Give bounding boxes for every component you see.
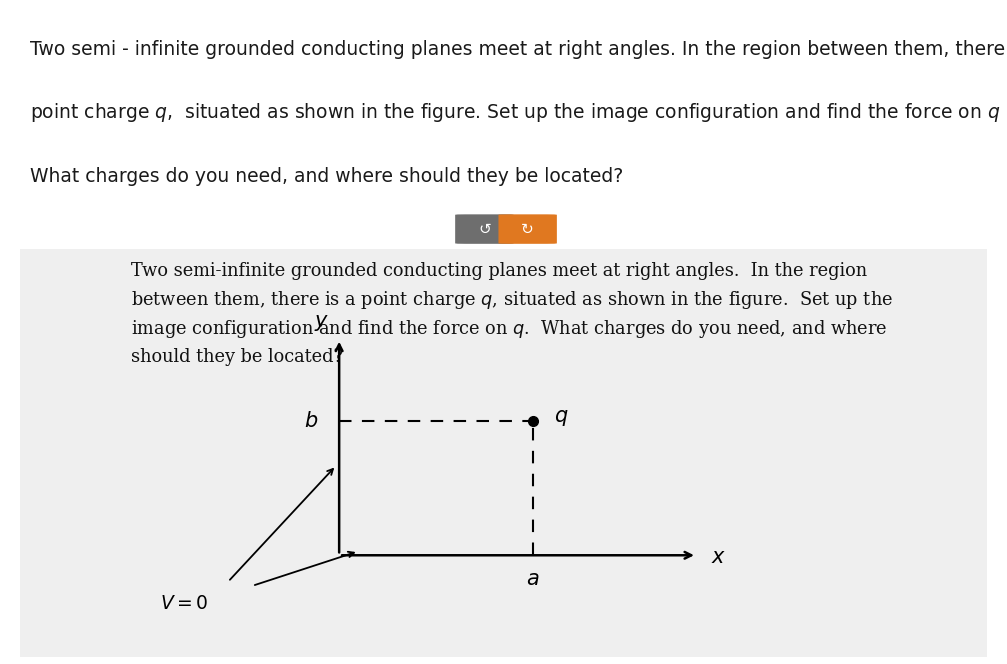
Text: Two semi - infinite grounded conducting planes meet at right angles. In the regi: Two semi - infinite grounded conducting …	[30, 40, 1007, 58]
FancyBboxPatch shape	[455, 214, 514, 244]
Text: ↻: ↻	[522, 222, 534, 236]
Text: Two semi-infinite grounded conducting planes meet at right angles.  In the regio: Two semi-infinite grounded conducting pl…	[131, 262, 867, 280]
Text: What charges do you need, and where should they be located?: What charges do you need, and where shou…	[30, 167, 623, 186]
Text: $b$: $b$	[304, 410, 318, 430]
Text: image configuration and find the force on $q$.  What charges do you need, and wh: image configuration and find the force o…	[131, 317, 888, 339]
Text: $q$: $q$	[554, 408, 568, 428]
Text: should they be located?: should they be located?	[131, 348, 343, 367]
Text: $y$: $y$	[314, 313, 329, 333]
FancyBboxPatch shape	[498, 214, 557, 244]
Text: $x$: $x$	[711, 548, 726, 567]
Text: $V = 0$: $V = 0$	[160, 595, 208, 614]
FancyBboxPatch shape	[15, 247, 992, 659]
Text: ↺: ↺	[478, 222, 490, 236]
Text: between them, there is a point charge $q$, situated as shown in the figure.  Set: between them, there is a point charge $q…	[131, 289, 893, 311]
Text: point charge $q$,  situated as shown in the figure. Set up the image configurati: point charge $q$, situated as shown in t…	[30, 102, 1007, 124]
Text: $a$: $a$	[526, 570, 539, 589]
